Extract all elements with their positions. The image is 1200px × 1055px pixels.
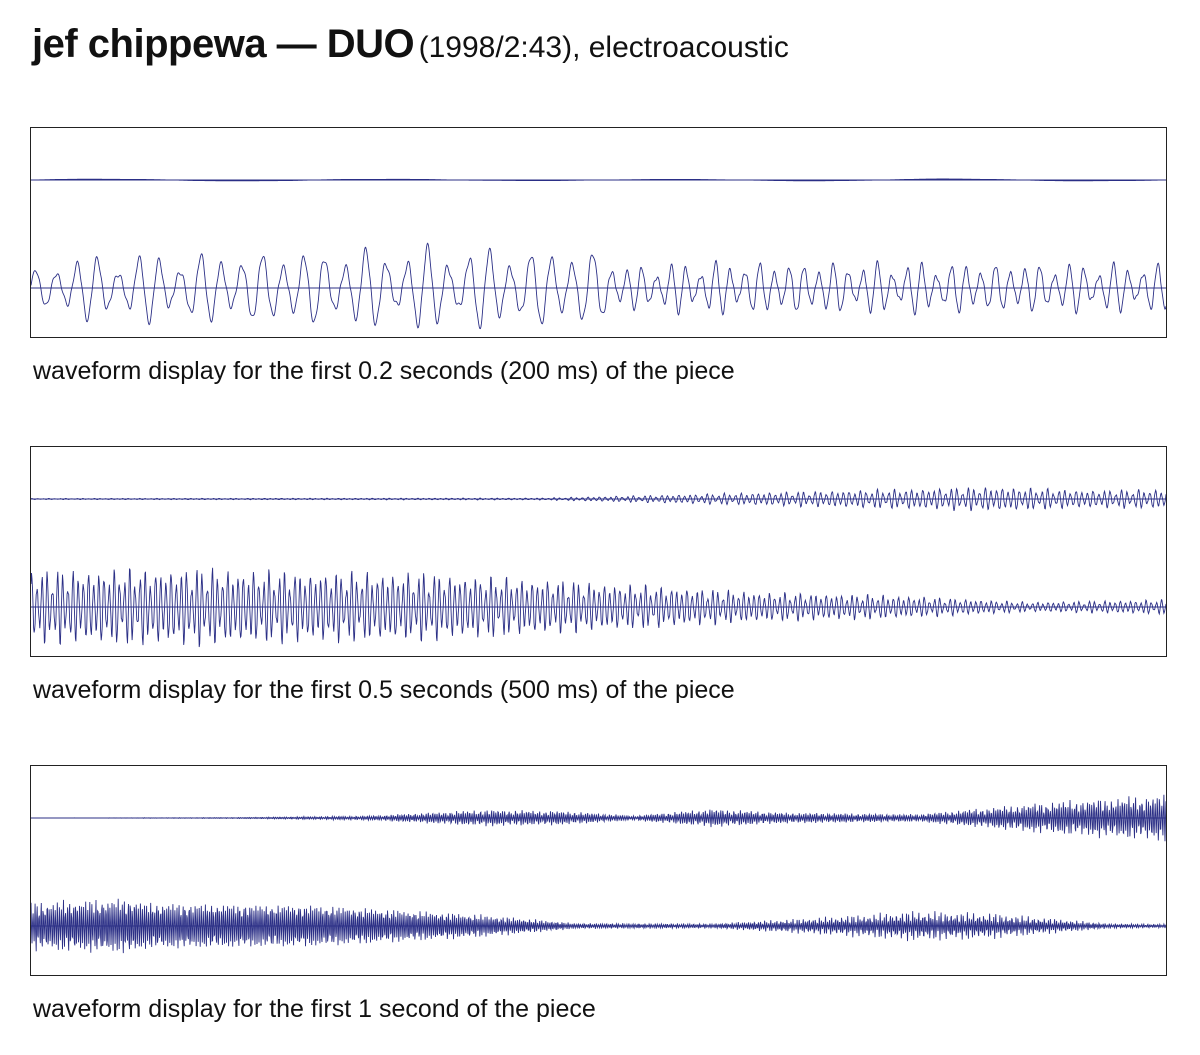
channel-2-waveform — [31, 242, 1166, 330]
waveform-plot-1s — [31, 794, 1166, 954]
waveform-plot-500ms — [31, 487, 1166, 648]
page-title: jef chippewa — DUO (1998/2:43), electroa… — [32, 22, 789, 67]
channel-1-waveform — [31, 487, 1166, 512]
waveform-panel-1s — [30, 765, 1167, 976]
channel-2-waveform — [31, 567, 1166, 648]
waveform-panel-200ms — [30, 127, 1167, 338]
channel-1-waveform — [31, 178, 1166, 182]
caption-200ms: waveform display for the first 0.2 secon… — [33, 357, 735, 385]
channel-2-waveform — [31, 898, 1166, 954]
channel-1-waveform — [31, 794, 1166, 842]
waveform-plot-200ms — [31, 178, 1166, 330]
waveform-panel-500ms — [30, 446, 1167, 657]
title-details: (1998/2:43), electroacoustic — [418, 31, 789, 64]
title-main: jef chippewa — DUO — [32, 22, 415, 66]
caption-500ms: waveform display for the first 0.5 secon… — [33, 676, 735, 704]
caption-1s: waveform display for the first 1 second … — [33, 995, 596, 1023]
